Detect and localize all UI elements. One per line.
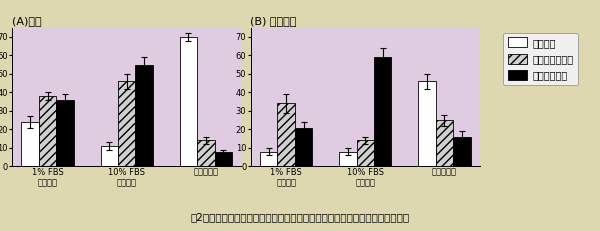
Bar [339, 152, 356, 166]
Bar [356, 140, 374, 166]
Bar [374, 57, 391, 166]
Bar [118, 81, 136, 166]
Bar [39, 96, 56, 166]
Bar [136, 65, 153, 166]
Bar [180, 37, 197, 166]
Legend: 神経細胞, アストログリア, ミクログリア: 神経細胞, アストログリア, ミクログリア [503, 33, 578, 85]
Bar [101, 146, 118, 166]
Bar [260, 152, 277, 166]
Text: (A)新鮮: (A)新鮮 [12, 15, 41, 26]
Text: (B) 凍結保存: (B) 凍結保存 [251, 15, 297, 26]
Bar [453, 137, 470, 166]
Bar [197, 140, 215, 166]
Bar [418, 81, 436, 166]
Bar [56, 100, 74, 166]
Bar [295, 128, 312, 166]
Bar [277, 103, 295, 166]
Text: 図2　新鮮および凍結保存ウシ胎仔脳組織の初代培養における各種細胞の割合: 図2 新鮮および凍結保存ウシ胎仔脳組織の初代培養における各種細胞の割合 [190, 212, 410, 222]
Bar [215, 152, 232, 166]
Bar [436, 120, 453, 166]
Bar [22, 122, 39, 166]
